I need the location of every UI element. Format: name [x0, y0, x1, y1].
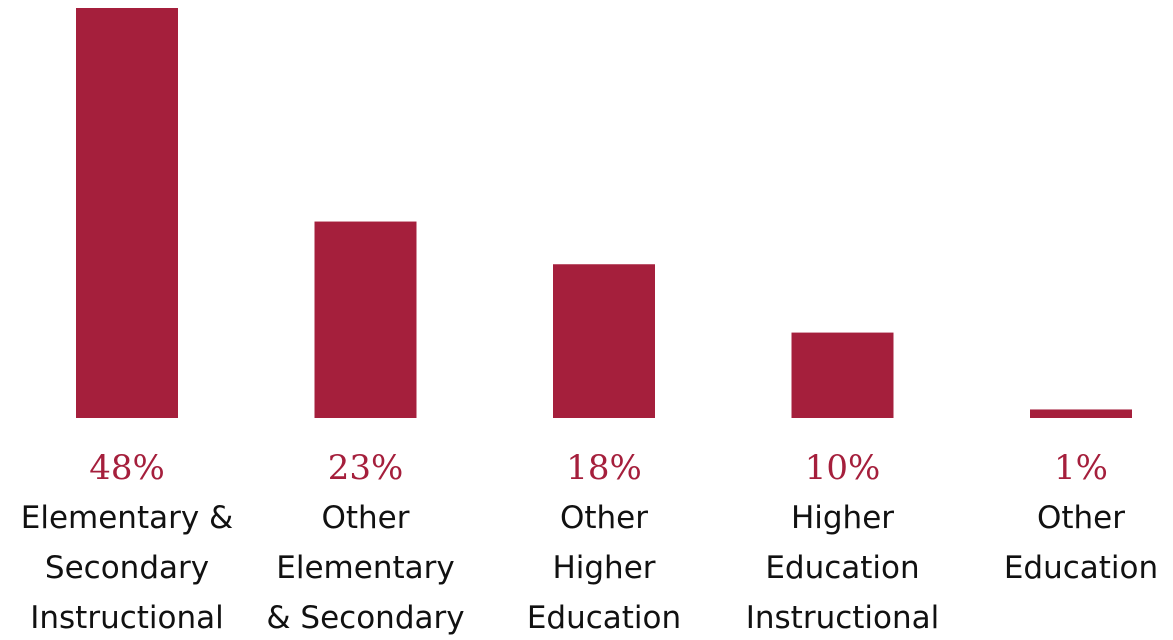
bar-5	[1030, 409, 1132, 418]
category-label-line: Secondary	[45, 550, 209, 586]
bars-group	[76, 8, 1132, 418]
value-label-3: 18%	[566, 448, 642, 488]
bar-2	[314, 221, 417, 418]
category-label-line: Elementary	[276, 550, 454, 586]
category-labels-group: Elementary & Secondary Instructional Other E…	[21, 500, 1158, 636]
value-label-4: 10%	[805, 448, 881, 488]
value-label-5: 1%	[1054, 448, 1108, 488]
category-label-line: Elementary &	[21, 500, 233, 536]
category-label-line: Other	[1037, 500, 1125, 536]
bar-1	[76, 8, 178, 418]
value-label-1: 48%	[89, 448, 165, 488]
category-label-line: Other	[321, 500, 409, 536]
category-label-line: Instructional	[30, 600, 224, 636]
category-label-line: Higher	[552, 550, 655, 586]
bar-4	[791, 332, 894, 418]
category-label-line: & Secondary	[266, 600, 464, 636]
category-label-line: Education	[765, 550, 919, 586]
category-label-5: Other Education	[1004, 500, 1158, 586]
category-label-2: Other Elementary & Secondary	[266, 500, 464, 636]
category-label-line: Instructional	[746, 600, 940, 636]
category-label-1: Elementary & Secondary Instructional	[21, 500, 233, 636]
category-label-4: Higher Education Instructional	[746, 500, 940, 636]
value-labels-group: 48% 23% 18% 10% 1%	[89, 448, 1108, 488]
category-label-line: Education	[527, 600, 681, 636]
value-label-2: 23%	[328, 448, 404, 488]
category-label-line: Other	[560, 500, 648, 536]
category-label-3: Other Higher Education	[527, 500, 681, 636]
bar-3	[553, 264, 655, 418]
category-label-line: Education	[1004, 550, 1158, 586]
category-label-line: Higher	[791, 500, 894, 536]
